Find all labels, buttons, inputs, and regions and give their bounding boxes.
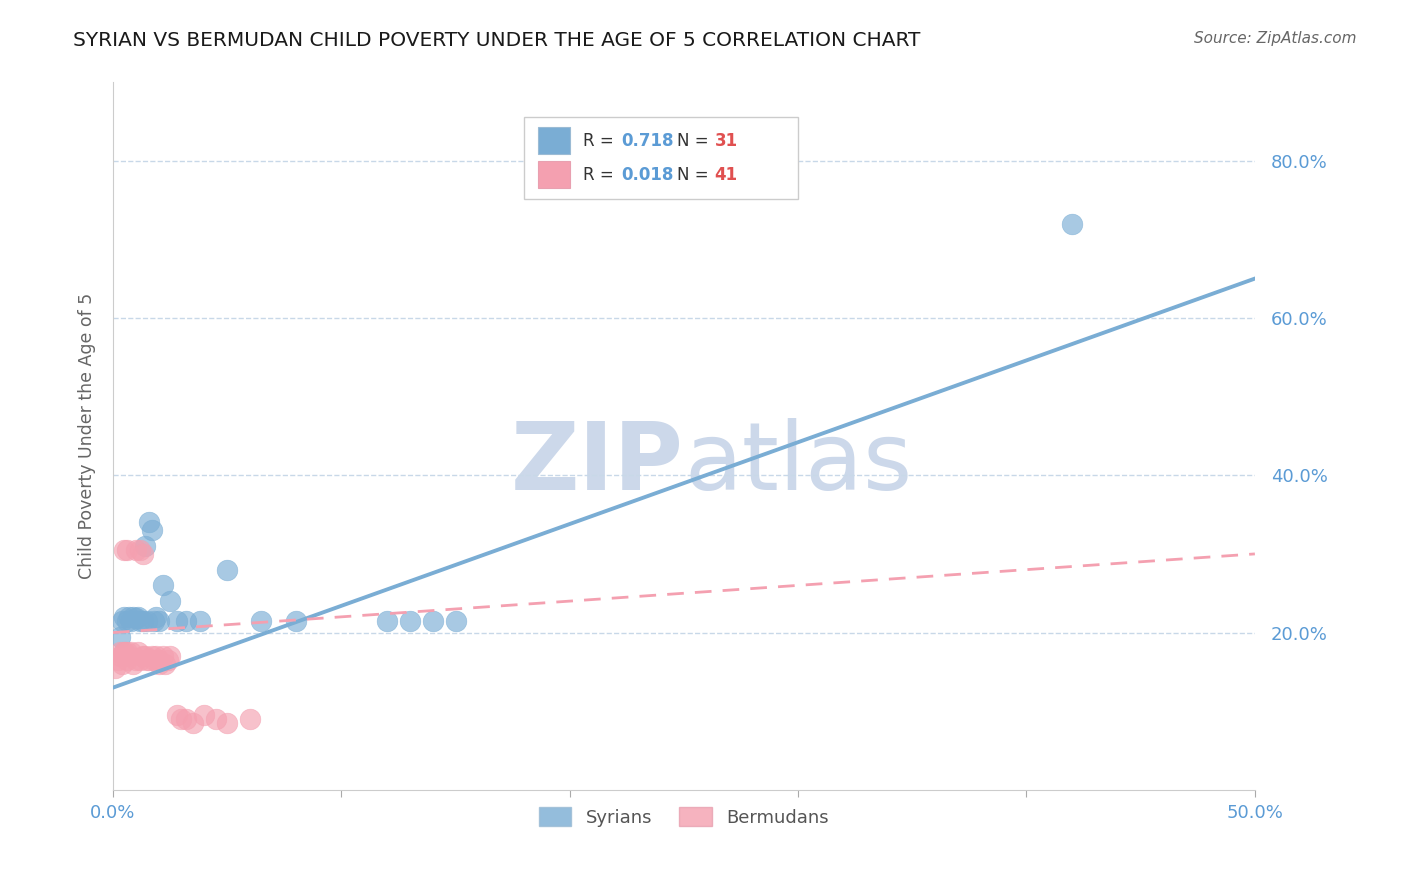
Point — [166, 708, 188, 723]
Text: R =: R = — [583, 132, 620, 150]
Point — [159, 594, 181, 608]
Point — [217, 716, 239, 731]
Point — [170, 712, 193, 726]
Point — [444, 614, 467, 628]
Point — [250, 614, 273, 628]
Point — [111, 614, 134, 628]
Point — [398, 614, 420, 628]
Point — [131, 614, 153, 628]
Point — [422, 614, 444, 628]
Point — [108, 649, 131, 664]
Point — [129, 614, 152, 628]
Point — [181, 716, 204, 731]
Point — [143, 653, 166, 667]
Text: 41: 41 — [714, 166, 738, 184]
FancyBboxPatch shape — [537, 161, 569, 188]
Point — [134, 649, 156, 664]
Point — [193, 708, 215, 723]
FancyBboxPatch shape — [537, 128, 569, 154]
Point — [143, 614, 166, 628]
Point — [159, 649, 181, 664]
Point — [166, 614, 188, 628]
Text: 0.718: 0.718 — [621, 132, 673, 150]
Point — [120, 614, 142, 628]
Point — [125, 543, 148, 558]
Point — [112, 543, 135, 558]
Point — [188, 614, 211, 628]
Point — [127, 610, 149, 624]
Text: R =: R = — [583, 166, 620, 184]
Point — [115, 645, 138, 659]
Text: SYRIAN VS BERMUDAN CHILD POVERTY UNDER THE AGE OF 5 CORRELATION CHART: SYRIAN VS BERMUDAN CHILD POVERTY UNDER T… — [73, 31, 921, 50]
Point — [104, 661, 127, 675]
Text: ZIP: ZIP — [510, 418, 683, 510]
Point — [174, 614, 197, 628]
Point — [112, 645, 135, 659]
Point — [125, 653, 148, 667]
Text: 31: 31 — [714, 132, 738, 150]
Point — [152, 649, 174, 664]
Y-axis label: Child Poverty Under the Age of 5: Child Poverty Under the Age of 5 — [79, 293, 96, 579]
Text: N =: N = — [678, 166, 714, 184]
Text: Source: ZipAtlas.com: Source: ZipAtlas.com — [1194, 31, 1357, 46]
Point — [108, 645, 131, 659]
Point — [138, 653, 160, 667]
Point — [217, 563, 239, 577]
Text: atlas: atlas — [683, 418, 912, 510]
Point — [118, 610, 141, 624]
FancyBboxPatch shape — [524, 118, 799, 199]
Point — [108, 630, 131, 644]
Point — [115, 543, 138, 558]
Point — [112, 610, 135, 624]
Point — [152, 578, 174, 592]
Point — [122, 657, 145, 671]
Point — [148, 657, 170, 671]
Point — [115, 614, 138, 628]
Point — [145, 610, 167, 624]
Point — [155, 657, 177, 671]
Point — [148, 653, 170, 667]
Point — [127, 645, 149, 659]
Point — [134, 539, 156, 553]
Point — [118, 649, 141, 664]
Point — [1062, 217, 1084, 231]
Point — [107, 653, 129, 667]
Legend: Syrians, Bermudans: Syrians, Bermudans — [531, 800, 837, 834]
Point — [141, 649, 163, 664]
Point — [174, 712, 197, 726]
Point — [122, 610, 145, 624]
Point — [204, 712, 226, 726]
Point — [239, 712, 262, 726]
Point — [112, 645, 135, 659]
Text: N =: N = — [678, 132, 714, 150]
Point — [136, 653, 159, 667]
Point — [131, 649, 153, 664]
Point — [136, 614, 159, 628]
Point — [141, 524, 163, 538]
Point — [131, 547, 153, 561]
Point — [115, 653, 138, 667]
Point — [111, 657, 134, 671]
Point — [375, 614, 398, 628]
Point — [120, 645, 142, 659]
Point — [148, 614, 170, 628]
Point — [138, 516, 160, 530]
Point — [156, 653, 179, 667]
Point — [145, 649, 167, 664]
Point — [284, 614, 307, 628]
Point — [125, 611, 148, 625]
Point — [129, 543, 152, 558]
Text: 0.018: 0.018 — [621, 166, 673, 184]
Point — [129, 653, 152, 667]
